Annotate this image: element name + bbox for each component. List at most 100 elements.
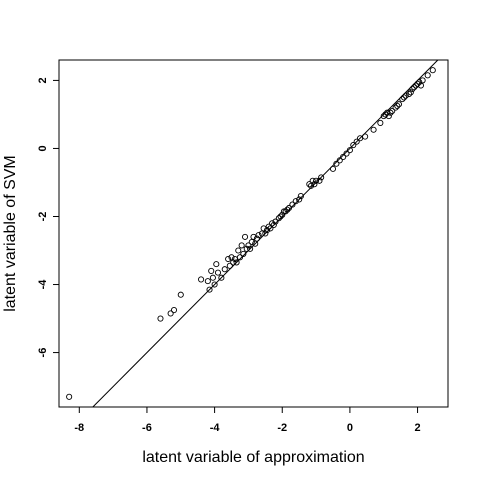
data-point xyxy=(406,90,413,98)
data-point xyxy=(311,181,318,188)
data-point xyxy=(213,261,220,268)
plot-frame xyxy=(58,59,449,408)
reference-line-layer xyxy=(92,59,439,408)
data-point xyxy=(211,281,218,288)
data-point xyxy=(416,79,423,86)
x-tick-label: 0 xyxy=(347,422,353,434)
data-point xyxy=(336,157,343,164)
data-point xyxy=(66,393,73,400)
y-axis-title: latent variable of SVM xyxy=(2,155,19,312)
data-point xyxy=(400,94,408,101)
data-point xyxy=(292,198,299,205)
data-point xyxy=(419,77,426,84)
data-point xyxy=(269,220,276,227)
data-point xyxy=(296,196,303,203)
data-point xyxy=(277,213,284,220)
y-tick-label: -4 xyxy=(37,279,49,290)
data-point xyxy=(243,245,250,252)
data-points-layer xyxy=(66,67,436,400)
data-point xyxy=(340,153,347,161)
data-point xyxy=(284,206,291,213)
data-point xyxy=(238,242,245,249)
data-point xyxy=(429,67,436,74)
data-point xyxy=(409,85,416,92)
data-point xyxy=(235,247,242,254)
data-point xyxy=(263,227,271,234)
data-point xyxy=(289,201,296,208)
data-point xyxy=(370,126,377,133)
data-point xyxy=(262,230,269,237)
y-tick-label: -6 xyxy=(37,348,49,358)
data-point xyxy=(272,218,279,225)
y-tick-label: -2 xyxy=(37,212,49,222)
data-point xyxy=(206,286,213,293)
data-point xyxy=(209,274,216,281)
data-point xyxy=(387,109,394,116)
data-point xyxy=(424,72,431,79)
data-point xyxy=(157,315,164,322)
x-tick-label: -6 xyxy=(142,422,152,434)
data-point xyxy=(350,141,357,149)
data-point xyxy=(313,177,320,184)
x-axis-title: latent variable of approximation xyxy=(142,449,364,466)
data-point xyxy=(275,215,282,222)
data-point xyxy=(167,310,174,317)
data-point xyxy=(170,306,178,314)
data-point xyxy=(353,138,360,145)
data-point xyxy=(343,150,350,157)
data-point xyxy=(285,204,293,212)
data-point xyxy=(247,245,254,252)
data-point xyxy=(389,107,396,115)
data-point xyxy=(240,250,247,257)
data-point xyxy=(255,232,262,239)
x-tick-label: 2 xyxy=(414,422,420,434)
data-point xyxy=(346,147,353,154)
data-point xyxy=(362,133,369,140)
x-axis: -8 -6 -4 -2 0 2 xyxy=(74,407,421,434)
data-point xyxy=(230,259,237,266)
data-point xyxy=(411,84,418,91)
data-point xyxy=(233,259,240,266)
data-point xyxy=(316,177,323,184)
data-point xyxy=(392,104,399,111)
data-point xyxy=(245,242,252,249)
data-point xyxy=(329,165,337,172)
data-point xyxy=(297,193,304,200)
data-point xyxy=(236,254,244,261)
data-point xyxy=(280,208,287,215)
data-point xyxy=(282,208,289,215)
data-point xyxy=(407,89,414,96)
identity-line xyxy=(92,59,439,408)
data-point xyxy=(395,101,403,108)
x-tick-label: -4 xyxy=(210,422,221,434)
data-point xyxy=(218,274,225,281)
data-point xyxy=(177,291,184,298)
data-point xyxy=(241,233,249,240)
data-point xyxy=(226,262,233,269)
data-point xyxy=(402,92,409,99)
data-point xyxy=(309,177,316,184)
x-tick-label: -8 xyxy=(74,422,84,434)
data-point xyxy=(214,269,222,276)
data-point xyxy=(377,119,384,126)
y-axis: -6 -4 -2 0 2 xyxy=(37,77,59,357)
y-tick-label: 2 xyxy=(37,77,49,83)
data-point xyxy=(225,255,232,263)
data-point xyxy=(414,80,421,87)
data-point xyxy=(270,221,277,229)
data-point xyxy=(221,266,228,273)
data-point xyxy=(208,267,215,274)
y-tick-label: 0 xyxy=(37,145,49,151)
data-point xyxy=(385,113,392,120)
data-point xyxy=(318,174,325,181)
data-point xyxy=(204,278,211,285)
data-point xyxy=(198,276,205,283)
data-point xyxy=(399,96,406,103)
data-point xyxy=(394,102,401,109)
data-point xyxy=(333,160,340,167)
data-point xyxy=(253,235,260,242)
x-tick-label: -2 xyxy=(277,422,287,434)
data-point xyxy=(279,211,286,218)
